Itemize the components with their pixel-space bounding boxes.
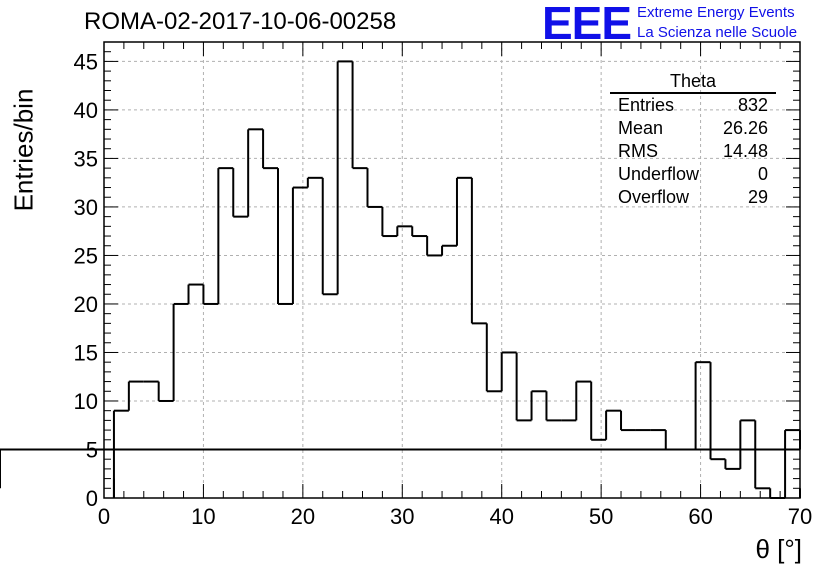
- logo-caption-line1: Extreme Energy Events: [637, 4, 795, 21]
- stats-label: Overflow: [618, 187, 690, 207]
- y-tick-label: 0: [86, 486, 98, 511]
- logo-caption: Extreme Energy Events La Scienza nelle S…: [637, 3, 797, 43]
- stats-row-entries: Entries 832: [610, 94, 776, 117]
- stats-value: 29: [747, 187, 768, 207]
- logo-caption-line2: La Scienza nelle Scuole: [637, 24, 798, 41]
- stats-box: Theta Entries 832 Mean 26.26 RMS 14.48 U…: [610, 70, 776, 209]
- stats-label: Underflow: [618, 164, 700, 184]
- y-tick-label: 30: [74, 195, 98, 220]
- y-axis-label-text: Entries/bin: [8, 88, 39, 212]
- y-tick-label: 25: [74, 243, 98, 268]
- stats-label: Mean: [618, 118, 664, 138]
- x-axis-label: θ [°]: [755, 534, 802, 564]
- x-tick-label: 30: [390, 504, 414, 529]
- stats-value: 26.26: [722, 118, 768, 138]
- stats-row-mean: Mean 26.26: [610, 117, 776, 140]
- y-tick-label: 35: [74, 146, 98, 171]
- x-tick-label: 60: [688, 504, 712, 529]
- stats-row-underflow: Underflow 0: [610, 163, 776, 186]
- stats-row-overflow: Overflow 29: [610, 186, 776, 209]
- stats-label: Entries: [618, 95, 675, 115]
- y-tick-label: 15: [74, 340, 98, 365]
- eee-logo: EEE: [542, 0, 632, 49]
- stats-label: RMS: [618, 141, 658, 161]
- y-tick-label: 40: [74, 98, 98, 123]
- plot-frame: [103, 41, 801, 499]
- stats-value: 0: [757, 164, 768, 184]
- y-tick-label: 20: [74, 292, 98, 317]
- y-axis-label: Entries/bin: [6, 89, 42, 212]
- stats-title: Theta: [610, 70, 776, 94]
- y-tick-label: 10: [74, 389, 98, 414]
- x-tick-label: 40: [489, 504, 513, 529]
- x-tick-label: 0: [98, 504, 110, 529]
- x-tick-label: 10: [191, 504, 215, 529]
- x-tick-label: 50: [589, 504, 613, 529]
- y-tick-label: 45: [74, 49, 98, 74]
- run-title: ROMA-02-2017-10-06-00258: [84, 8, 397, 35]
- x-tick-label: 70: [788, 504, 812, 529]
- stats-value: 14.48: [722, 141, 768, 161]
- stats-row-rms: RMS 14.48: [610, 140, 776, 163]
- x-tick-label: 20: [291, 504, 315, 529]
- stats-value: 832: [737, 95, 768, 115]
